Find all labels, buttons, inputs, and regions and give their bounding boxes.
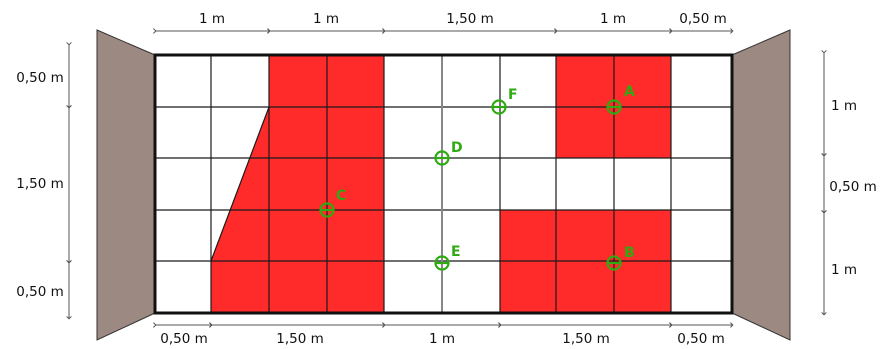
slope-edge	[210, 106, 270, 262]
point-a-marker	[606, 99, 622, 115]
point-labels: A B C D E F	[336, 84, 635, 261]
red-region-left	[211, 55, 384, 313]
point-a-label: A	[624, 84, 635, 100]
point-d-label: D	[451, 140, 463, 156]
tile-grid	[155, 55, 732, 313]
point-e-marker	[434, 255, 450, 271]
right-dim-2: 0,50 m	[829, 179, 877, 195]
right-dim-3: 1 m	[831, 262, 857, 278]
top-dim-4: 1 m	[600, 11, 626, 27]
point-c-label: C	[336, 188, 346, 204]
points	[319, 99, 622, 271]
top-dimension-labels: 1 m 1 m 1,50 m 1 m 0,50 m	[199, 11, 727, 27]
point-d-marker	[434, 150, 450, 166]
bottom-dim-5: 0,50 m	[677, 331, 725, 347]
bottom-dimension-labels: 0,50 m 1,50 m 1 m 1,50 m 0,50 m	[160, 331, 725, 347]
top-dim-1: 1 m	[199, 11, 225, 27]
point-e-label: E	[451, 244, 461, 260]
left-dim-2: 1,50 m	[16, 176, 64, 192]
left-dim-1: 0,50 m	[16, 70, 64, 86]
point-c-marker	[319, 202, 335, 218]
point-f-marker	[491, 99, 507, 115]
left-wall-panel	[96, 29, 156, 341]
right-dimension-labels: 1 m 0,50 m 1 m	[829, 98, 877, 278]
point-f-label: F	[508, 87, 518, 103]
red-regions	[211, 55, 671, 313]
dimension-lines	[69, 31, 824, 325]
right-wall-panel	[731, 29, 791, 341]
bottom-dim-4: 1,50 m	[562, 331, 610, 347]
point-b-label: B	[624, 245, 635, 261]
right-dim-1: 1 m	[831, 98, 857, 114]
top-dim-3: 1,50 m	[446, 11, 494, 27]
point-b-marker	[606, 255, 622, 271]
bottom-dim-3: 1 m	[429, 331, 455, 347]
top-dim-5: 0,50 m	[679, 11, 727, 27]
top-dim-2: 1 m	[313, 11, 339, 27]
wall-outline	[153, 53, 734, 315]
bottom-dim-2: 1,50 m	[276, 331, 324, 347]
bottom-dim-1: 0,50 m	[160, 331, 208, 347]
left-dimension-labels: 0,50 m 1,50 m 0,50 m	[16, 70, 64, 300]
left-dim-3: 0,50 m	[16, 284, 64, 300]
